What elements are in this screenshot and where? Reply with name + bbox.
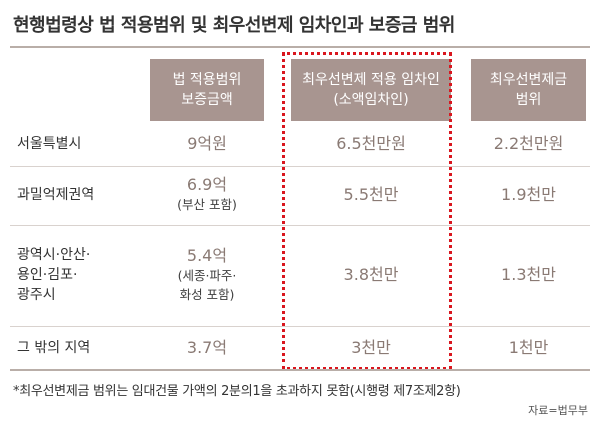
amount-cell: 2.2천만원 [471,125,586,163]
tenant-cell: 3천만 [291,327,451,369]
region-cell: 그 밖의 지역 [17,327,90,369]
scope-cell: 5.4억 (세종·파주· 화성 포함) [150,226,264,324]
header-scope-line2: 보증금액 [181,92,233,108]
header-tenant-line1: 최우선변제 적용 임차인 [302,72,440,88]
footnote: *최우선변제금 범위는 임대건물 가액의 2분의1을 초과하지 못함(시행령 제… [13,384,461,399]
scope-value: 3.7억 [186,338,228,357]
header-amount: 최우선변제금 범위 [471,59,586,121]
header-tenant: 최우선변제 적용 임차인 (소액임차인) [291,59,451,121]
amount-cell: 1.9천만 [471,167,586,222]
region-label: 광주시 [17,287,56,303]
region-label: 서울특별시 [17,136,82,152]
page-title: 현행법령상 법 적용범위 및 최우선변제 임차인과 보증금 범위 [13,15,455,36]
header-tenant-line2: (소액임차인) [333,92,409,108]
tenant-value: 6.5천만원 [336,134,406,153]
amount-cell: 1.3천만 [471,226,586,324]
scope-note: (세종·파주· [177,268,237,283]
amount-value: 2.2천만원 [493,134,564,153]
region-label: 그 밖의 지역 [17,340,91,356]
scope-cell: 6.9억 (부산 포함) [150,167,264,222]
header-scope-line1: 법 적용범위 [172,72,242,88]
tenant-cell: 5.5천만 [291,167,451,222]
row-divider [10,225,590,226]
scope-value: 9억원 [187,134,227,153]
row-divider [10,166,590,167]
region-cell: 과밀억제권역 [17,167,94,222]
tenant-value: 5.5천만 [343,184,399,204]
amount-value: 1천만 [508,338,549,357]
header-scope: 법 적용범위 보증금액 [150,59,264,121]
scope-cell: 9억원 [150,125,264,163]
amount-value: 1.3천만 [501,265,556,284]
header-amount-line1: 최우선변제금 [489,72,568,88]
scope-cell: 3.7억 [150,327,264,369]
tenant-cell: 3.8천만 [291,226,451,324]
tenant-value: 3천만 [351,338,391,357]
amount-value: 1.9천만 [501,184,556,204]
region-cell: 서울특별시 [17,125,81,163]
header-amount-line2: 범위 [515,92,542,108]
table-top-rule [10,46,590,48]
amount-cell: 1천만 [471,327,586,369]
region-cell: 광역시·안산· 용인·김포· 광주시 [17,226,90,324]
table-bottom-rule [10,369,590,371]
tenant-cell: 6.5천만원 [291,125,451,163]
scope-note: (부산 포함) [177,197,237,212]
scope-value: 5.4억 [186,246,228,265]
row-divider [10,326,590,327]
region-label: 용인·김포· [17,267,78,283]
tenant-value: 3.8천만 [343,265,399,284]
scope-value: 6.9억 [186,175,228,194]
source-credit: 자료=법무부 [528,404,588,417]
region-label: 과밀억제권역 [17,186,95,203]
region-label: 광역시·안산· [17,247,91,263]
scope-note: 화성 포함) [179,287,235,302]
